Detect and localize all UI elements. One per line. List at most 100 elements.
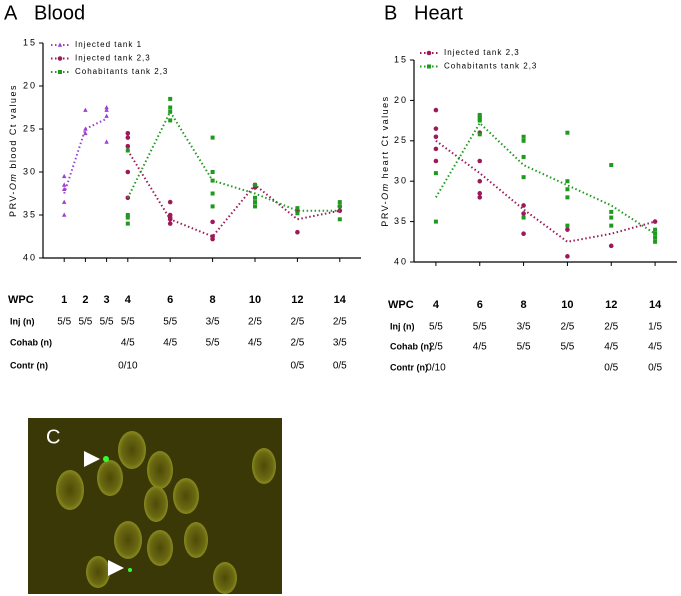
mean-line (435, 139, 656, 243)
data-point (125, 135, 131, 140)
x-tick-label: 14 (334, 294, 347, 306)
data-point (62, 182, 67, 187)
legend-label: Cohabitants tank 2,3 (444, 62, 537, 71)
data-point (433, 146, 439, 152)
data-point (168, 118, 173, 123)
cell (147, 451, 173, 489)
table-cell: 5/5 (78, 317, 92, 328)
y-tick-label: 25 (394, 135, 408, 145)
table-cell: 2/5 (560, 322, 574, 333)
arrowhead (108, 560, 124, 576)
data-point (167, 199, 173, 205)
data-point (295, 229, 300, 235)
data-point (653, 231, 658, 236)
y-axis-label-part: blood Ct values (8, 84, 18, 173)
data-point (565, 223, 570, 228)
x-tick-label: 10 (249, 294, 261, 306)
data-point (168, 109, 173, 114)
cell (114, 521, 142, 559)
data-point (521, 134, 526, 139)
cell (144, 486, 168, 522)
table-cell: 5/5 (517, 342, 531, 353)
y-tick-label: 15 (394, 54, 408, 64)
x-tick-label: 10 (561, 299, 573, 311)
table-row-label: Contr (n) (10, 360, 48, 370)
data-point (433, 171, 438, 176)
y-axis-label-part: Om (380, 182, 390, 200)
data-point (83, 126, 88, 131)
data-point (477, 158, 483, 164)
legend-marker (58, 70, 62, 74)
table-cell: 5/5 (100, 317, 114, 328)
data-point (652, 219, 658, 224)
cell (173, 478, 199, 514)
data-point (521, 231, 526, 237)
data-point (565, 227, 570, 232)
data-point (521, 138, 526, 143)
data-point (565, 195, 570, 200)
data-point (521, 154, 526, 159)
table-cell: 3/5 (206, 317, 220, 328)
chart-title: Blood (34, 2, 85, 24)
table-cell: 2/5 (429, 342, 443, 353)
data-point (210, 170, 215, 174)
table-cell: 4/5 (121, 338, 135, 349)
data-point (337, 204, 342, 209)
mean-line (435, 121, 656, 235)
data-point (125, 131, 131, 136)
y-axis-label-part: Om (8, 173, 18, 191)
data-point (104, 107, 109, 112)
table-cell: 5/5 (206, 338, 220, 349)
x-tick-label: 2 (82, 294, 88, 306)
x-tick-label: 3 (104, 294, 110, 306)
data-point (210, 219, 215, 225)
data-point (104, 139, 109, 144)
table-cell: 1/5 (648, 322, 662, 333)
data-point (565, 130, 570, 135)
legend-marker (57, 42, 63, 47)
data-point (433, 158, 439, 164)
legend-label: Injected tank 1 (75, 40, 142, 49)
mean-line (126, 109, 340, 212)
legend-label: Injected tank 2,3 (444, 48, 520, 57)
x-tick-label: 4 (125, 294, 132, 306)
panel-letter: B (384, 2, 397, 24)
table-cell: 2/5 (290, 317, 304, 328)
chart-title: Heart (414, 2, 463, 24)
x-tick-label: 12 (291, 294, 303, 306)
table-cell: 4/5 (163, 338, 177, 349)
table-cell: 2/5 (290, 338, 304, 349)
table-cell: 0/5 (604, 363, 618, 374)
data-point (295, 206, 300, 211)
table-cell: 2/5 (604, 322, 618, 333)
data-point (125, 221, 130, 226)
table-cell: 0/10 (118, 361, 138, 372)
mean-line (126, 149, 340, 238)
x-tick-label: 8 (210, 294, 216, 306)
data-point (477, 114, 482, 119)
panel-letter: C (46, 426, 60, 448)
y-tick-label: 15 (23, 37, 37, 47)
data-point (125, 213, 130, 217)
data-point (104, 105, 109, 110)
x-axis-label: WPC (8, 294, 34, 306)
data-point (253, 204, 257, 209)
cell (213, 562, 237, 594)
data-point (433, 134, 439, 140)
table-row-label: Cohab (n) (390, 341, 432, 351)
x-axis-label: WPC (388, 299, 414, 311)
data-point (653, 235, 658, 240)
data-point (62, 173, 67, 179)
data-point (104, 113, 109, 118)
y-tick-label: 20 (394, 95, 408, 105)
data-point (62, 199, 67, 204)
data-point (210, 135, 215, 140)
table-cell: 0/5 (290, 361, 304, 372)
table-row-label: Contr (n) (390, 362, 428, 372)
data-point (477, 195, 483, 200)
data-point (125, 143, 131, 149)
data-point (125, 215, 130, 220)
data-point (608, 243, 614, 249)
data-point (565, 179, 570, 184)
data-point (337, 217, 342, 222)
